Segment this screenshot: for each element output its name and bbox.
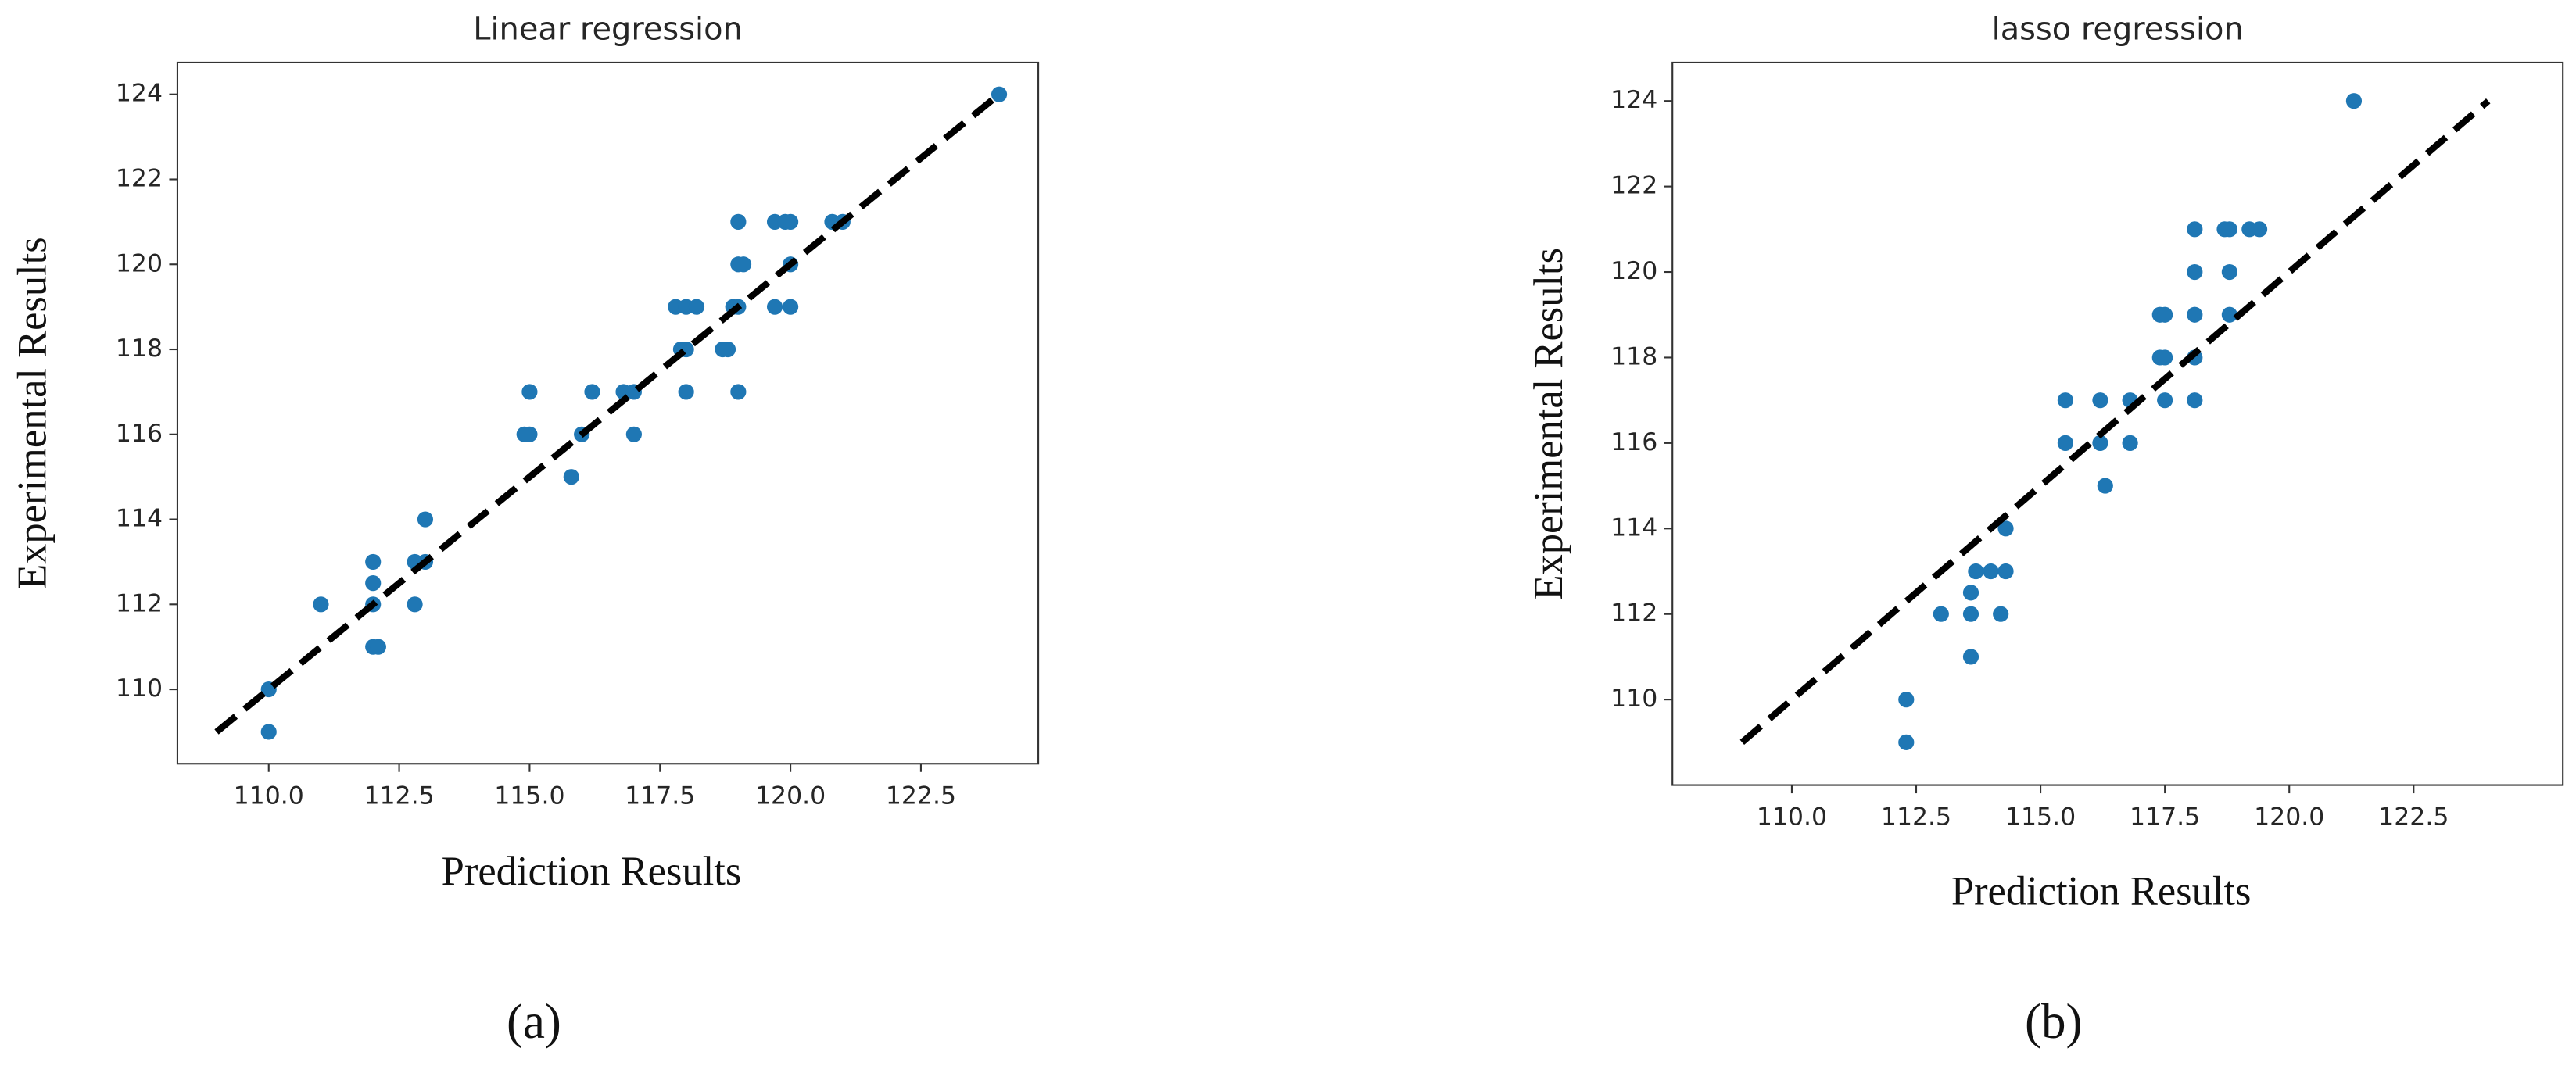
x-tick-label: 122.5 bbox=[2378, 803, 2449, 832]
plot-frame bbox=[1671, 61, 2564, 786]
point bbox=[1933, 606, 1949, 622]
point bbox=[2345, 93, 2363, 109]
point bbox=[2122, 435, 2138, 451]
point bbox=[1962, 585, 1979, 601]
point bbox=[313, 596, 329, 613]
x-tick-label: 110.0 bbox=[234, 782, 304, 810]
y-tick-label: 122 bbox=[1610, 172, 1657, 200]
x-axis-label: Prediction Results bbox=[1951, 868, 2252, 914]
point bbox=[1962, 649, 1979, 665]
point bbox=[730, 384, 747, 400]
point bbox=[715, 341, 731, 358]
point bbox=[2187, 306, 2203, 323]
point bbox=[766, 299, 783, 315]
x-tick-label: 122.5 bbox=[886, 782, 956, 810]
y-tick-label: 112 bbox=[1610, 599, 1657, 628]
point bbox=[1997, 520, 2014, 537]
y-tick-label: 118 bbox=[116, 334, 163, 363]
point bbox=[2221, 306, 2237, 323]
point bbox=[516, 426, 532, 442]
x-tick-label: 120.0 bbox=[2254, 803, 2324, 832]
chart: lasso regression 110 112 114 116 118 120 122 124… bbox=[1526, 12, 2564, 1049]
y-tick-label: 116 bbox=[1610, 428, 1657, 456]
point bbox=[783, 213, 799, 230]
point bbox=[370, 639, 386, 655]
y-tick-label: 124 bbox=[116, 80, 163, 108]
point bbox=[1962, 606, 1979, 622]
x-axis-label: Prediction Results bbox=[442, 849, 742, 894]
plot-frame bbox=[176, 61, 1040, 765]
y-tick-label: 120 bbox=[1610, 257, 1657, 285]
y-tick-label: 116 bbox=[116, 420, 163, 448]
x-tick-label: 112.5 bbox=[1881, 803, 1951, 832]
y-tick-label: 110 bbox=[1610, 685, 1657, 713]
point bbox=[688, 299, 705, 315]
x-tick-label: 112.5 bbox=[364, 782, 434, 810]
y-tick-label: 118 bbox=[1610, 342, 1657, 370]
point bbox=[2251, 221, 2268, 238]
point bbox=[730, 213, 747, 230]
chart-title: Linear regression bbox=[473, 12, 743, 48]
point bbox=[2057, 435, 2073, 451]
point bbox=[678, 384, 694, 400]
point bbox=[407, 596, 423, 613]
point bbox=[1968, 563, 1984, 580]
point bbox=[1898, 734, 1915, 750]
point bbox=[2187, 263, 2203, 281]
caption: (a) bbox=[507, 994, 561, 1049]
point bbox=[417, 511, 434, 528]
point bbox=[563, 469, 579, 485]
point bbox=[365, 553, 382, 571]
y-tick-label: 112 bbox=[116, 589, 163, 617]
point bbox=[783, 299, 799, 315]
point bbox=[1997, 563, 2014, 580]
point bbox=[2092, 392, 2108, 409]
point bbox=[2187, 221, 2203, 238]
chart: Linear regression 110 112 114 116 118 120 122 12… bbox=[9, 12, 1040, 1049]
point bbox=[991, 86, 1008, 102]
y-tick-label: 122 bbox=[116, 164, 163, 192]
point bbox=[1993, 606, 2009, 622]
y-tick-label: 114 bbox=[1610, 513, 1657, 542]
point bbox=[2097, 478, 2113, 494]
point bbox=[2187, 392, 2203, 409]
point bbox=[2221, 263, 2237, 281]
y-tick-label: 110 bbox=[116, 674, 163, 703]
point bbox=[1898, 692, 1915, 708]
x-tick-label: 117.5 bbox=[2130, 803, 2200, 832]
chart-title: lasso regression bbox=[1992, 12, 2244, 48]
point bbox=[2221, 221, 2237, 238]
point bbox=[2092, 435, 2108, 451]
point bbox=[2157, 306, 2173, 323]
caption: (b) bbox=[2025, 994, 2083, 1049]
point bbox=[260, 724, 277, 740]
y-axis-label: Experimental Results bbox=[1526, 248, 1571, 600]
y-tick-label: 114 bbox=[116, 505, 163, 533]
point bbox=[735, 256, 752, 273]
x-tick-label: 117.5 bbox=[625, 782, 695, 810]
point bbox=[2057, 392, 2073, 409]
point bbox=[2157, 392, 2173, 409]
point bbox=[625, 426, 642, 442]
y-tick-label: 124 bbox=[1610, 86, 1657, 114]
reference-line bbox=[214, 91, 1001, 735]
point bbox=[521, 384, 538, 400]
x-tick-label: 110.0 bbox=[1757, 803, 1827, 832]
x-tick-label: 120.0 bbox=[755, 782, 826, 810]
y-tick-label: 120 bbox=[116, 249, 163, 277]
point bbox=[1983, 563, 1999, 580]
point bbox=[584, 384, 600, 400]
x-tick-label: 115.0 bbox=[494, 782, 564, 810]
point bbox=[365, 575, 382, 592]
reference-line bbox=[1739, 98, 2491, 746]
y-axis-label: Experimental Results bbox=[9, 237, 55, 589]
x-tick-label: 115.0 bbox=[2005, 803, 2076, 832]
point bbox=[2157, 349, 2173, 366]
